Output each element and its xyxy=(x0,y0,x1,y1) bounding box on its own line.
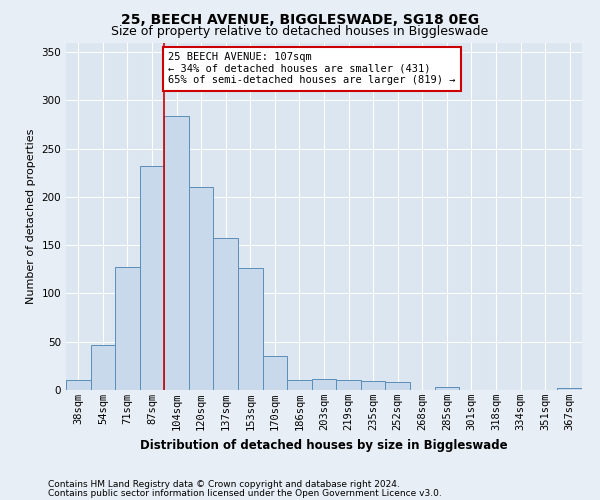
Bar xyxy=(164,116,189,390)
Bar xyxy=(312,380,336,390)
Bar xyxy=(287,380,312,390)
X-axis label: Distribution of detached houses by size in Biggleswade: Distribution of detached houses by size … xyxy=(140,438,508,452)
Text: Contains public sector information licensed under the Open Government Licence v3: Contains public sector information licen… xyxy=(48,488,442,498)
Bar xyxy=(140,166,164,390)
Bar xyxy=(385,382,410,390)
Bar xyxy=(214,238,238,390)
Bar xyxy=(263,356,287,390)
Text: 25 BEECH AVENUE: 107sqm
← 34% of detached houses are smaller (431)
65% of semi-d: 25 BEECH AVENUE: 107sqm ← 34% of detache… xyxy=(168,52,455,86)
Bar xyxy=(189,188,214,390)
Bar xyxy=(557,388,582,390)
Bar xyxy=(91,344,115,390)
Bar xyxy=(434,387,459,390)
Bar xyxy=(66,380,91,390)
Bar xyxy=(238,268,263,390)
Bar xyxy=(336,380,361,390)
Text: 25, BEECH AVENUE, BIGGLESWADE, SG18 0EG: 25, BEECH AVENUE, BIGGLESWADE, SG18 0EG xyxy=(121,12,479,26)
Text: Contains HM Land Registry data © Crown copyright and database right 2024.: Contains HM Land Registry data © Crown c… xyxy=(48,480,400,489)
Y-axis label: Number of detached properties: Number of detached properties xyxy=(26,128,36,304)
Bar xyxy=(361,382,385,390)
Text: Size of property relative to detached houses in Biggleswade: Size of property relative to detached ho… xyxy=(112,25,488,38)
Bar xyxy=(115,268,140,390)
